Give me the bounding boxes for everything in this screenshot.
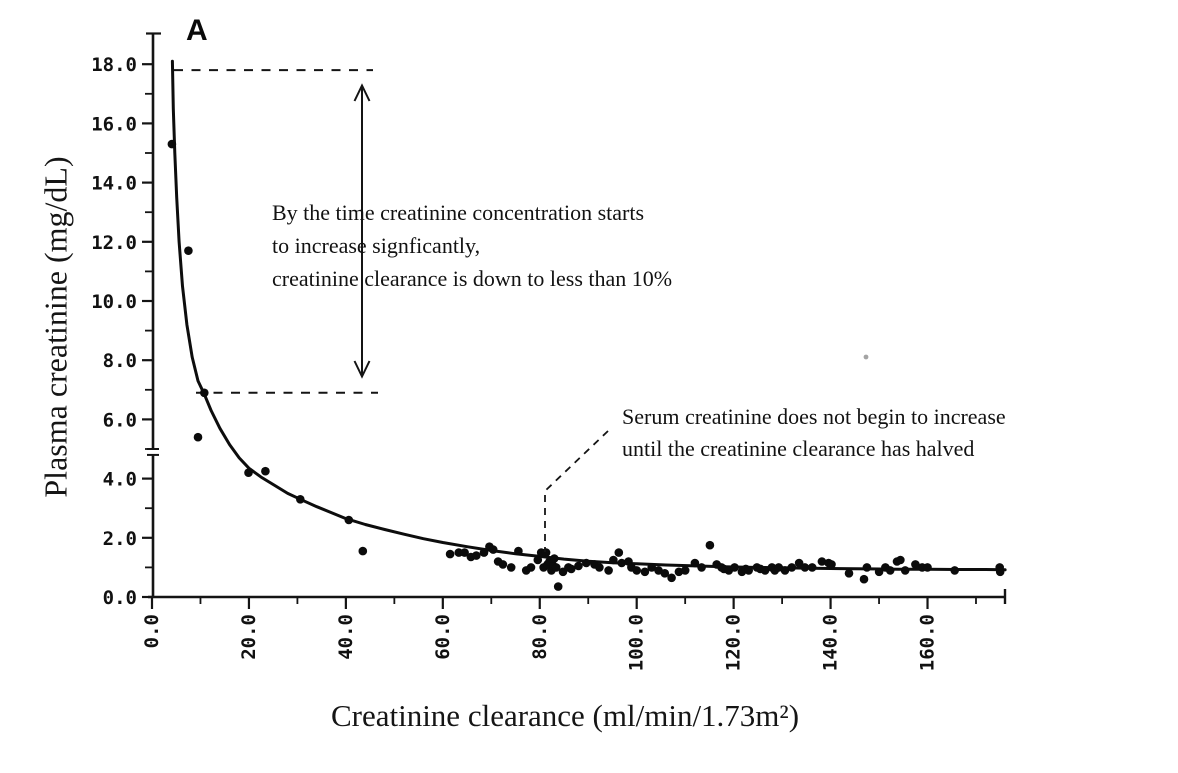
- data-point: [900, 566, 910, 575]
- y-tick-label: 12.0: [91, 232, 137, 254]
- data-point: [800, 563, 810, 572]
- data-point: [193, 432, 203, 442]
- data-point: [995, 567, 1005, 577]
- data-point: [760, 566, 770, 575]
- y-tick-label: 4.0: [103, 469, 137, 491]
- data-point: [923, 563, 932, 572]
- data-point: [595, 563, 604, 572]
- y-tick-label: 16.0: [91, 113, 137, 135]
- data-point: [614, 548, 624, 557]
- data-point: [200, 388, 209, 398]
- scan-speck: [863, 354, 869, 360]
- x-tick-label: 120.0: [723, 614, 745, 671]
- annotation-halved-note: Serum creatinine does not begin to incre…: [622, 401, 1006, 465]
- data-point: [827, 560, 836, 569]
- data-point: [574, 561, 583, 571]
- data-point: [660, 569, 670, 578]
- x-tick-label: 140.0: [820, 614, 842, 671]
- data-point: [690, 558, 700, 568]
- y-axis-title: Plasma creatinine (mg/dL): [37, 156, 74, 498]
- data-point: [445, 549, 455, 559]
- data-point: [358, 546, 368, 556]
- y-tick-label: 6.0: [103, 409, 137, 431]
- data-point: [550, 554, 559, 563]
- y-tick-label: 10.0: [91, 291, 137, 313]
- y-tick-label: 18.0: [91, 54, 137, 76]
- data-point: [184, 246, 193, 255]
- annotation-halved-line-1: Serum creatinine does not begin to incre…: [622, 404, 1006, 429]
- data-point: [344, 515, 354, 525]
- data-point: [744, 566, 753, 575]
- data-point: [617, 558, 626, 568]
- data-point: [705, 540, 715, 550]
- data-point: [541, 548, 551, 557]
- data-point: [807, 563, 817, 572]
- data-point: [582, 558, 591, 568]
- data-point: [167, 139, 177, 149]
- y-tick-label: 0.0: [103, 587, 137, 609]
- data-point: [787, 563, 797, 572]
- data-point: [640, 567, 650, 577]
- data-point: [526, 563, 536, 572]
- annotation-halved-line-2: until the creatinine clearance has halve…: [622, 436, 975, 461]
- y-tick-label: 8.0: [103, 350, 137, 372]
- data-point: [460, 548, 469, 557]
- data-point: [506, 563, 516, 572]
- x-axis-title: Creatinine clearance (ml/min/1.73m²): [330, 698, 800, 733]
- data-point: [844, 569, 854, 578]
- annotation-range-note: By the time creatinine concentration sta…: [272, 196, 672, 295]
- data-point: [859, 574, 869, 584]
- annotation-range-line-2: to increase signficantly,: [272, 233, 481, 258]
- data-point: [296, 495, 305, 504]
- data-point: [533, 555, 543, 565]
- panel-label: A: [186, 14, 209, 47]
- data-point: [261, 466, 270, 476]
- x-tick-label: 40.0: [335, 614, 357, 660]
- data-point: [498, 560, 508, 569]
- data-point: [553, 582, 563, 591]
- data-point: [667, 573, 676, 583]
- data-point: [862, 563, 872, 572]
- leader-line: [544, 430, 609, 552]
- data-point: [817, 557, 827, 566]
- data-point: [632, 566, 641, 575]
- data-point: [604, 566, 613, 575]
- data-point: [885, 566, 895, 575]
- x-tick-label: 20.0: [238, 614, 260, 660]
- data-point: [896, 555, 905, 565]
- data-point: [780, 566, 790, 575]
- fit-curve: [170, 59, 1007, 572]
- data-point: [874, 567, 884, 577]
- data-point: [488, 545, 498, 554]
- data-point: [911, 560, 920, 569]
- x-tick-label: 160.0: [917, 614, 939, 671]
- data-point: [479, 548, 489, 557]
- data-point: [244, 468, 253, 478]
- data-point: [730, 563, 739, 572]
- data-point: [680, 566, 690, 575]
- annotation-range-line-1: By the time creatinine concentration sta…: [272, 200, 645, 225]
- range-arrow-head-up: [353, 83, 371, 102]
- data-point: [647, 563, 656, 572]
- data-point: [697, 563, 706, 572]
- data-point: [950, 566, 959, 575]
- x-tick-label: 80.0: [529, 614, 551, 660]
- data-point: [472, 551, 481, 560]
- y-tick-label: 2.0: [103, 528, 137, 550]
- data-point: [551, 563, 561, 572]
- x-tick-label: 60.0: [432, 614, 454, 660]
- data-point: [567, 564, 576, 574]
- data-point: [514, 546, 523, 556]
- annotation-range-line-3: creatinine clearance is down to less tha…: [272, 266, 673, 291]
- x-tick-label: 0.0: [141, 614, 163, 648]
- x-tick-label: 100.0: [626, 614, 648, 671]
- data-point: [609, 555, 618, 565]
- y-tick-label: 14.0: [91, 173, 137, 195]
- range-arrow-head-down: [353, 360, 371, 379]
